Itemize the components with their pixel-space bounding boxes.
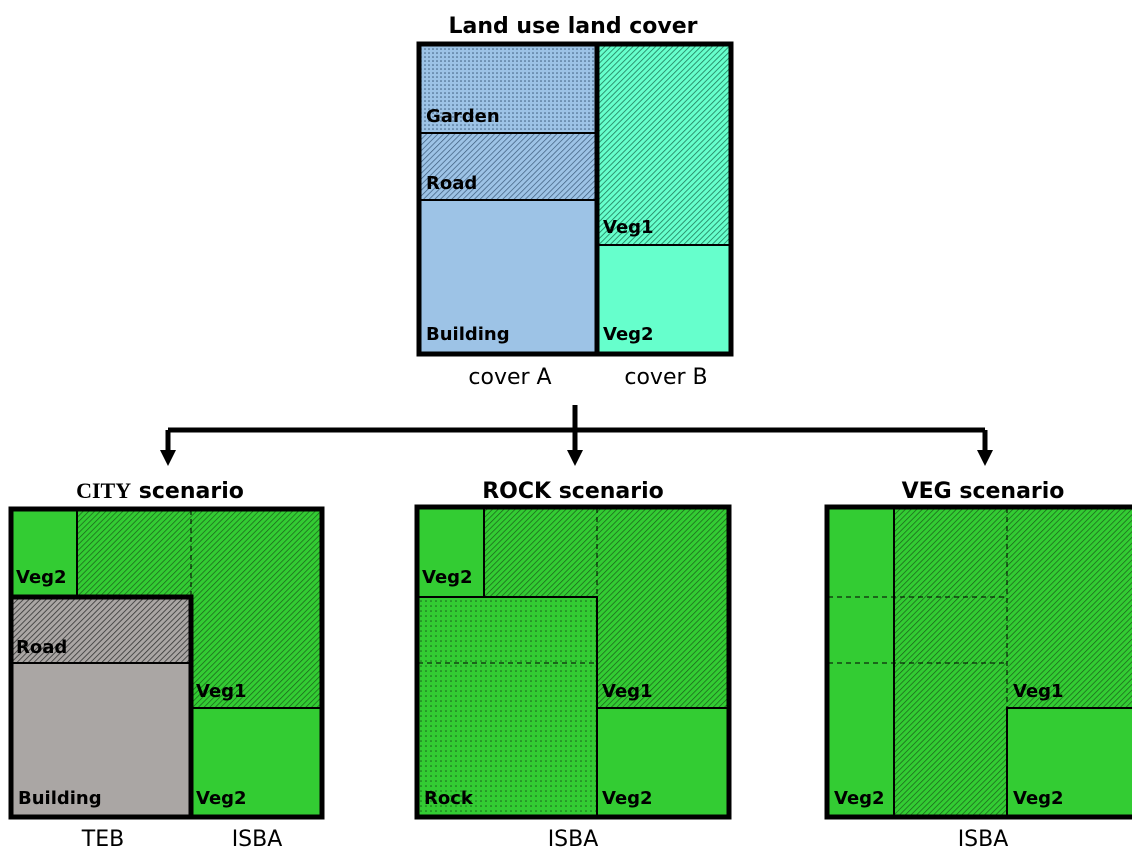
label: Garden	[426, 106, 500, 127]
city-title-bold: CITY	[76, 478, 131, 503]
label: Veg1	[196, 681, 247, 702]
road-area	[420, 133, 597, 200]
label: Veg2	[1013, 788, 1064, 809]
veg2-area	[12, 510, 77, 597]
veg-box	[824, 504, 1132, 820]
label: Rock	[424, 788, 474, 809]
top-box	[416, 41, 734, 357]
label: Veg2	[603, 324, 654, 345]
veg2-area	[418, 508, 484, 597]
label: Veg1	[603, 217, 654, 238]
caption: ISBA	[232, 827, 283, 849]
veg1-area	[597, 45, 730, 245]
label: Road	[16, 637, 67, 658]
label: Building	[18, 788, 102, 809]
label: Veg2	[196, 788, 247, 809]
teb-border	[12, 594, 194, 816]
label: Veg2	[602, 788, 653, 809]
rock-box	[414, 504, 732, 820]
city-title: CITY scenario	[76, 478, 244, 504]
top-title: Land use land cover	[449, 14, 698, 39]
city-title-rest: scenario	[139, 479, 244, 504]
veg2-area	[1007, 708, 1132, 816]
veg2-area	[828, 508, 894, 816]
veg-title: VEG scenario	[902, 479, 1065, 504]
veg2-area	[191, 708, 320, 816]
arrow-head	[567, 450, 583, 466]
caption: cover B	[624, 365, 707, 390]
caption: ISBA	[958, 827, 1009, 849]
building-area	[420, 200, 597, 353]
caption: ISBA	[548, 827, 599, 849]
label: Veg2	[422, 567, 473, 588]
arrows	[165, 405, 988, 452]
garden-area	[420, 45, 597, 133]
label: Veg1	[1013, 681, 1064, 702]
divider	[893, 508, 1132, 816]
caption: TEB	[81, 827, 124, 849]
divider	[483, 508, 728, 816]
veg2-area	[597, 708, 728, 816]
arrow-head	[160, 450, 176, 466]
veg2-area	[597, 245, 730, 353]
rock-area	[418, 597, 597, 816]
dashed-line	[418, 508, 598, 664]
caption: cover A	[468, 365, 551, 390]
label: Road	[426, 173, 477, 194]
label: Veg2	[16, 567, 67, 588]
label: Veg2	[834, 788, 885, 809]
rock-title: ROCK scenario	[482, 479, 664, 504]
dashed-line	[828, 508, 1008, 708]
arrow-head	[977, 450, 993, 466]
building-area	[12, 663, 191, 816]
label: Building	[426, 324, 510, 345]
city-box	[8, 506, 325, 820]
road-area	[12, 597, 191, 663]
label: Veg1	[602, 681, 653, 702]
